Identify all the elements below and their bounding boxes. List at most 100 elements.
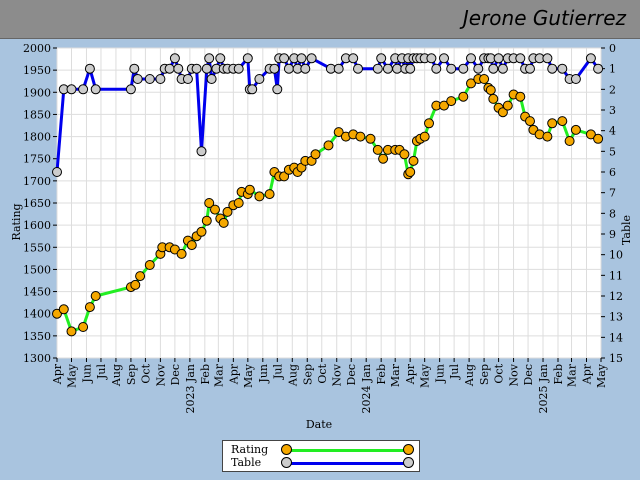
data-point-table xyxy=(431,63,442,74)
legend-marker-rating xyxy=(403,444,414,455)
data-point-table xyxy=(306,53,317,64)
data-point-table xyxy=(196,146,207,157)
data-point-rating xyxy=(310,149,321,160)
data-point-rating xyxy=(90,291,101,301)
data-point-rating xyxy=(186,240,197,251)
x-tick-label: Apr xyxy=(227,363,240,385)
data-point-rating xyxy=(218,217,229,228)
data-point-table xyxy=(557,63,568,74)
data-point-rating xyxy=(525,116,535,127)
data-point-table xyxy=(542,53,553,64)
legend-marker-table xyxy=(403,457,414,468)
x-tick-label: 2025 Jan xyxy=(537,364,550,414)
data-point-rating xyxy=(58,304,69,315)
right-tick-label: 2 xyxy=(609,83,616,96)
x-tick-label: Sep xyxy=(301,364,314,385)
data-point-table xyxy=(333,63,344,74)
x-tick-label: Nov xyxy=(331,363,344,386)
data-point-rating xyxy=(502,100,513,111)
data-point-rating xyxy=(279,171,290,182)
legend-marker-rating xyxy=(281,444,292,455)
data-point-rating xyxy=(439,100,449,111)
data-point-rating xyxy=(372,144,383,155)
left-tick-label: 2000 xyxy=(23,42,51,55)
data-point-rating xyxy=(479,74,490,84)
data-point-table xyxy=(78,84,89,95)
x-tick-label: Feb xyxy=(199,364,212,385)
data-point-rating xyxy=(84,302,95,313)
data-point-rating xyxy=(485,85,496,96)
x-tick-label: Apr xyxy=(51,363,64,385)
x-tick-label: Mar xyxy=(212,363,225,387)
data-point-table xyxy=(201,63,212,74)
left-tick-label: 1750 xyxy=(23,153,51,166)
left-tick-label: 1300 xyxy=(23,352,51,365)
x-tick-label: Jun xyxy=(434,364,447,384)
data-point-table xyxy=(129,63,140,74)
data-point-rating xyxy=(542,131,553,142)
x-tick-label: May xyxy=(419,363,432,388)
right-tick-label: 0 xyxy=(609,42,616,55)
data-point-table xyxy=(84,63,95,74)
data-point-table xyxy=(247,84,258,95)
right-tick-label: 15 xyxy=(609,352,623,365)
data-point-rating xyxy=(323,140,334,151)
x-tick-label: Jul xyxy=(271,364,284,380)
data-point-table xyxy=(164,63,175,74)
data-point-table xyxy=(593,63,604,74)
data-point-table xyxy=(125,84,136,95)
left-axis: 1300 1350 1400 1450 1500 1550 1600 1650 1700 1750… xyxy=(23,42,57,365)
data-point-table xyxy=(52,167,62,177)
data-point-rating xyxy=(378,153,389,164)
data-point-table xyxy=(242,53,253,64)
data-point-rating xyxy=(399,149,410,160)
data-point-rating xyxy=(408,155,419,166)
legend-item-table: Table xyxy=(229,456,415,470)
data-point-rating xyxy=(264,189,275,200)
data-point-rating xyxy=(497,107,508,118)
data-point-rating xyxy=(222,206,233,217)
data-point-table xyxy=(296,53,307,64)
right-tick-label: 3 xyxy=(609,104,616,117)
data-point-rating xyxy=(333,127,344,138)
x-axis: Apr May Jun Jul Aug Sep Oct Nov Dec 2023 Jan Feb Ma… xyxy=(51,358,608,414)
data-point-table xyxy=(173,63,184,74)
left-tick-label: 1600 xyxy=(23,219,51,232)
left-tick-label: 1800 xyxy=(23,131,51,144)
left-tick-label: 1700 xyxy=(23,175,51,188)
left-tick-label: 1900 xyxy=(23,86,51,99)
right-tick-label: 9 xyxy=(609,228,616,241)
legend-marker-table xyxy=(281,457,292,468)
data-point-rating xyxy=(419,131,430,142)
data-point-table xyxy=(525,63,535,74)
data-point-table xyxy=(254,74,265,84)
data-point-table xyxy=(132,74,143,84)
series-layer xyxy=(52,53,604,337)
y-axis-label-right: Table xyxy=(620,215,633,245)
x-tick-label: May xyxy=(242,363,255,388)
data-point-table xyxy=(473,63,484,74)
legend: Rating Table xyxy=(222,440,420,472)
legend-label-table: Table xyxy=(231,456,262,469)
x-tick-label: Oct xyxy=(316,363,329,383)
left-tick-label: 1500 xyxy=(23,263,51,276)
data-point-table xyxy=(215,53,226,64)
x-tick-label: Mar xyxy=(566,363,579,387)
data-point-table xyxy=(372,63,383,74)
x-tick-label: May xyxy=(65,363,78,388)
data-point-rating xyxy=(446,96,457,107)
x-tick-label: Feb xyxy=(375,364,388,385)
data-point-table xyxy=(272,84,283,95)
left-tick-label: 1400 xyxy=(23,308,51,321)
data-point-table xyxy=(66,84,77,95)
data-point-table xyxy=(547,63,558,74)
data-point-rating xyxy=(201,215,212,226)
data-point-rating xyxy=(585,129,596,140)
x-tick-label: 2024 Jan xyxy=(360,364,373,414)
x-tick-label: Jul xyxy=(448,364,461,380)
data-point-table xyxy=(233,63,244,74)
data-point-table xyxy=(204,53,215,64)
data-point-table xyxy=(493,53,504,64)
data-point-table xyxy=(279,53,290,64)
data-point-table xyxy=(283,63,294,74)
